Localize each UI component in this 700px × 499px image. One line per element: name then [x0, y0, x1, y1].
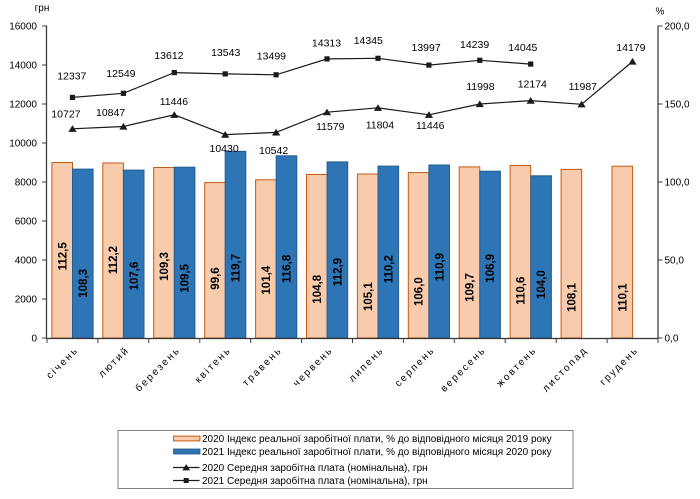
svg-text:2020 Середня заробітна плата (: 2020 Середня заробітна плата (номінальна… [202, 462, 428, 474]
svg-text:2000: 2000 [15, 295, 38, 306]
svg-text:6000: 6000 [15, 217, 38, 228]
svg-text:13499: 13499 [257, 50, 286, 62]
svg-text:12549: 12549 [106, 68, 135, 80]
svg-text:4000: 4000 [15, 256, 38, 267]
svg-text:109,3: 109,3 [159, 252, 171, 281]
svg-text:112,5: 112,5 [57, 242, 69, 271]
svg-text:14239: 14239 [460, 39, 489, 51]
svg-text:110,2: 110,2 [383, 255, 395, 283]
svg-text:0: 0 [31, 334, 37, 345]
svg-text:112,2: 112,2 [108, 246, 120, 274]
svg-text:10430: 10430 [209, 143, 238, 155]
svg-text:10000: 10000 [9, 139, 37, 150]
svg-text:12337: 12337 [57, 71, 86, 83]
svg-text:116,8: 116,8 [282, 254, 294, 283]
svg-text:2021 Середня заробітна плата (: 2021 Середня заробітна плата (номінальна… [202, 475, 428, 487]
svg-text:11579: 11579 [316, 121, 345, 133]
svg-text:119,7: 119,7 [231, 254, 243, 282]
svg-text:16000: 16000 [9, 22, 37, 33]
svg-text:14000: 14000 [9, 61, 37, 72]
svg-text:%: % [656, 7, 665, 18]
svg-text:110,9: 110,9 [434, 253, 446, 281]
svg-text:104,8: 104,8 [312, 274, 324, 303]
svg-text:100,0: 100,0 [665, 178, 690, 189]
svg-text:12000: 12000 [9, 100, 37, 111]
svg-text:10727: 10727 [51, 108, 80, 120]
svg-text:11998: 11998 [466, 81, 495, 93]
svg-text:150,0: 150,0 [665, 100, 690, 111]
svg-text:грн: грн [35, 3, 50, 14]
svg-text:108,1: 108,1 [567, 283, 579, 312]
svg-text:14045: 14045 [508, 42, 537, 54]
svg-text:10542: 10542 [259, 145, 288, 157]
svg-text:12174: 12174 [518, 78, 547, 90]
svg-text:14179: 14179 [616, 42, 645, 54]
svg-text:14313: 14313 [312, 37, 341, 49]
svg-text:110,6: 110,6 [516, 277, 528, 305]
svg-text:11804: 11804 [366, 119, 395, 131]
svg-text:50,0: 50,0 [665, 256, 685, 267]
svg-text:14345: 14345 [354, 35, 383, 47]
svg-text:104,0: 104,0 [536, 270, 548, 299]
svg-text:2020 Індекс реальної заробітно: 2020 Індекс реальної заробітної плати, %… [202, 433, 552, 445]
svg-text:107,6: 107,6 [129, 262, 141, 291]
svg-text:10847: 10847 [96, 107, 125, 119]
svg-text:110,1: 110,1 [617, 283, 629, 312]
svg-text:108,3: 108,3 [78, 269, 90, 298]
svg-text:106,0: 106,0 [414, 277, 426, 306]
svg-text:11987: 11987 [569, 81, 598, 93]
svg-text:109,7: 109,7 [465, 273, 477, 302]
svg-text:8000: 8000 [15, 178, 38, 189]
svg-text:109,5: 109,5 [180, 263, 192, 292]
svg-text:112,9: 112,9 [333, 258, 345, 286]
svg-text:101,4: 101,4 [261, 265, 273, 294]
svg-text:106,9: 106,9 [485, 254, 497, 283]
svg-text:0,0: 0,0 [665, 334, 679, 345]
svg-text:2021 Індекс реальної заробітно: 2021 Індекс реальної заробітної плати, %… [202, 446, 552, 458]
svg-text:13612: 13612 [154, 50, 183, 62]
svg-text:11446: 11446 [160, 96, 189, 108]
svg-text:13543: 13543 [211, 47, 240, 59]
svg-text:105,1: 105,1 [363, 282, 375, 311]
svg-text:99,6: 99,6 [210, 267, 222, 289]
svg-text:13997: 13997 [411, 42, 440, 54]
svg-text:11446: 11446 [416, 120, 445, 132]
svg-text:200,0: 200,0 [665, 22, 690, 33]
